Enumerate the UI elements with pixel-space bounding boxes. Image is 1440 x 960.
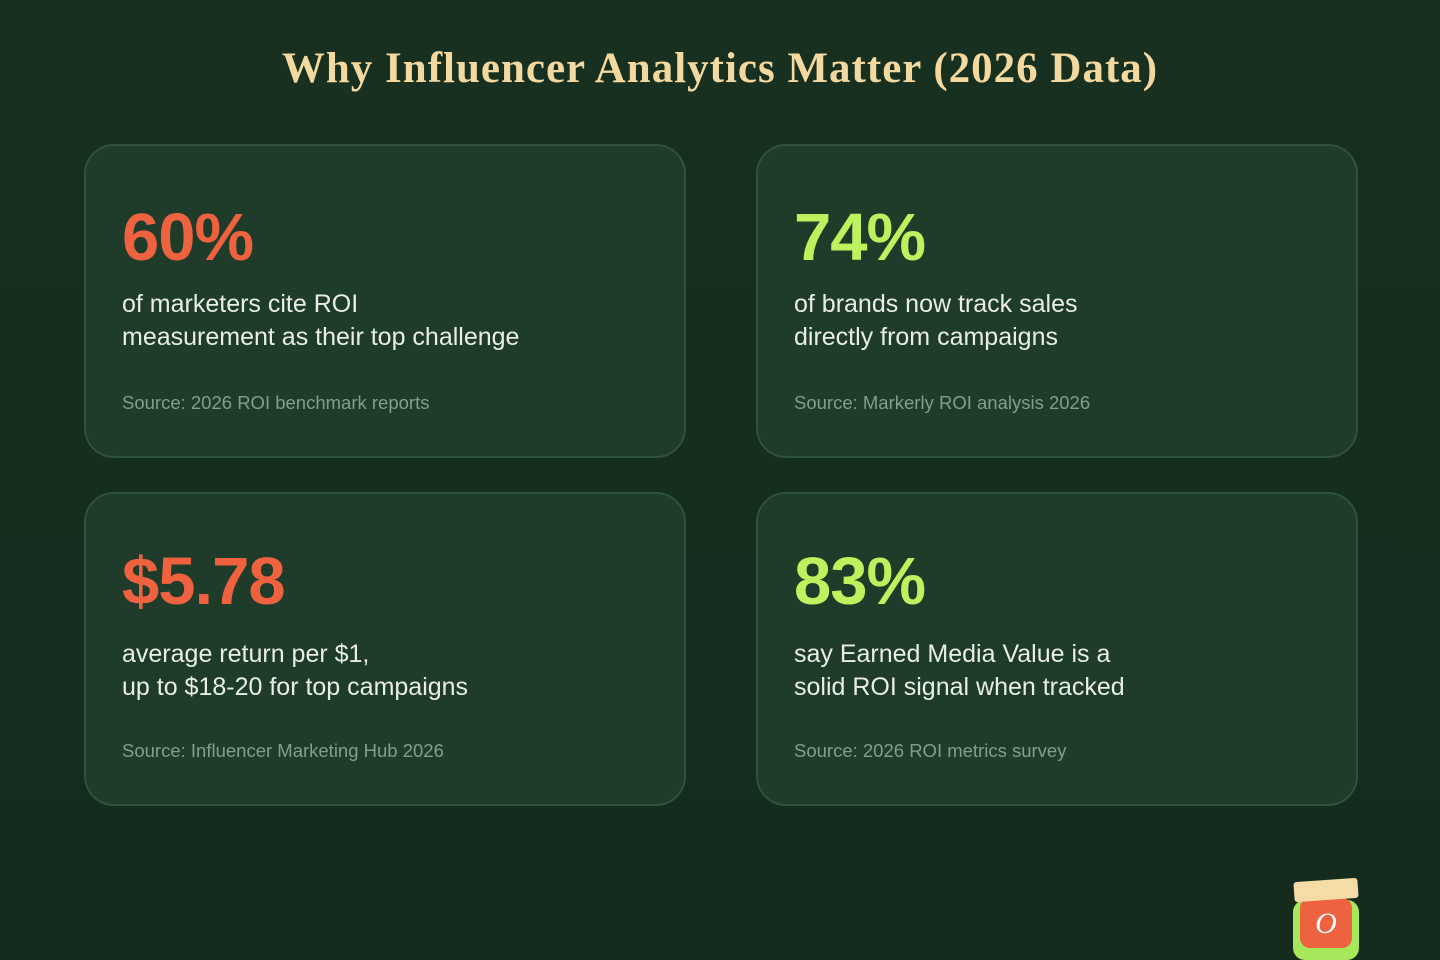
description-line: directly from campaigns <box>794 323 1058 351</box>
stat-source: Source: Influencer Marketing Hub 2026 <box>122 740 444 761</box>
stat-value: 60% <box>122 200 254 275</box>
stat-value: 74% <box>794 200 926 275</box>
description-line: average return per $1, <box>122 640 370 668</box>
stat-source: Source: 2026 ROI metrics survey <box>794 740 1067 761</box>
description-line: up to $18-20 for top campaigns <box>122 673 469 701</box>
stat-card: 60% of marketers cite ROI measurement as t… <box>84 144 686 458</box>
stat-card: $5.78 average return per $1, up to $18-20 … <box>84 492 686 806</box>
description-line: of marketers cite ROI <box>122 290 359 318</box>
stat-value: 83% <box>794 544 926 619</box>
stat-description: average return per $1, up to $18-20 for t… <box>122 638 468 704</box>
page-title: Why Influencer Analytics Matter (2026 Da… <box>281 45 1159 92</box>
description-line: say Earned Media Value is a <box>794 640 1111 668</box>
stat-value: $5.78 <box>122 544 286 619</box>
stat-description: of brands now track sales directly from c… <box>794 288 1077 354</box>
stat-source: Source: Markerly ROI analysis 2026 <box>794 392 1091 413</box>
stat-card: 83% say Earned Media Value is a solid ROI … <box>756 492 1358 806</box>
description-line: solid ROI signal when tracked <box>794 673 1125 701</box>
description-line: of brands now track sales <box>794 290 1078 318</box>
stat-card: 74% of brands now track sales directly fro… <box>756 144 1358 458</box>
logo: O <box>1293 877 1359 960</box>
stat-source: Source: 2026 ROI benchmark reports <box>122 392 430 413</box>
description-line: measurement as their top challenge <box>122 323 520 351</box>
stat-description: say Earned Media Value is a solid ROI sig… <box>794 638 1125 704</box>
logo-letter: O <box>1315 907 1337 940</box>
stat-description: of marketers cite ROI measurement as thei… <box>122 288 519 354</box>
